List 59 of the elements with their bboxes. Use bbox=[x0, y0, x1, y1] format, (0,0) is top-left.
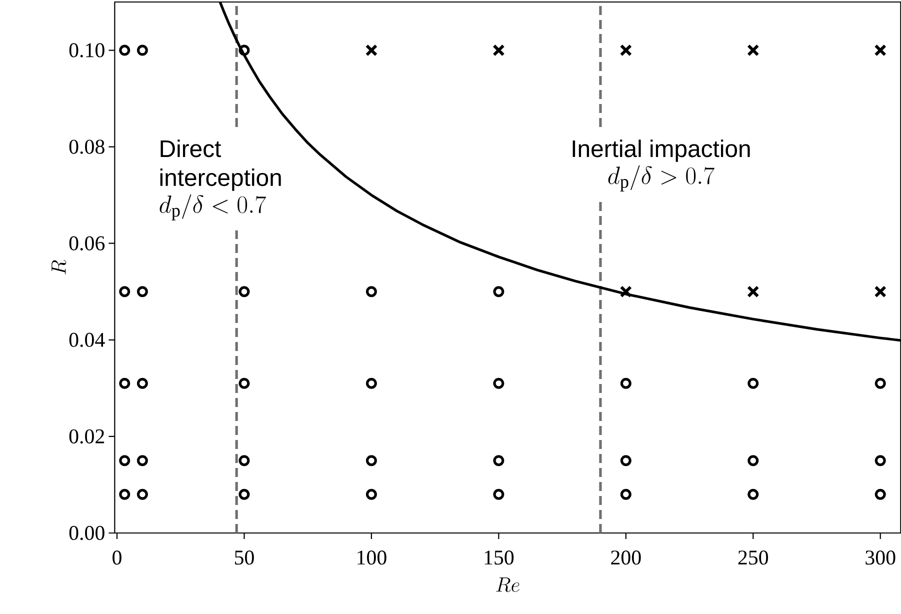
point bbox=[874, 44, 886, 56]
point bbox=[748, 455, 759, 466]
point bbox=[238, 378, 250, 389]
y-tick-label: 0.10 bbox=[69, 43, 104, 58]
point bbox=[493, 488, 504, 500]
point bbox=[119, 286, 130, 298]
point bbox=[493, 286, 504, 298]
point bbox=[238, 455, 250, 466]
point bbox=[874, 455, 886, 466]
y-tick-label: 0.08 bbox=[69, 140, 104, 154]
point bbox=[119, 488, 130, 500]
point bbox=[747, 44, 760, 56]
point bbox=[136, 44, 148, 56]
y-tick-label: 0.00 bbox=[69, 526, 104, 540]
point bbox=[366, 455, 377, 466]
y-tick-label: 0.02 bbox=[69, 429, 104, 444]
point bbox=[238, 286, 250, 298]
point bbox=[238, 488, 250, 500]
point bbox=[620, 378, 632, 389]
annotation: Inertial impaction bbox=[572, 140, 750, 162]
annotation: $d_{\mathrm{p}}/\delta < 0.7$ bbox=[160, 194, 266, 220]
annotation: $d_{\mathrm{p}}/\delta > 0.7$ bbox=[608, 165, 714, 192]
point bbox=[366, 286, 377, 298]
x-tick-label: 100 bbox=[358, 550, 386, 565]
point bbox=[366, 378, 377, 389]
point bbox=[620, 44, 632, 56]
x-tick-label: 300 bbox=[866, 550, 896, 565]
point bbox=[620, 488, 632, 500]
y-tick-label: 0.06 bbox=[69, 236, 105, 250]
point bbox=[493, 378, 504, 389]
point bbox=[136, 455, 148, 466]
annotation: Direct interception bbox=[160, 140, 281, 191]
point bbox=[748, 488, 759, 500]
point bbox=[238, 44, 250, 56]
point bbox=[874, 378, 886, 389]
point bbox=[874, 488, 886, 500]
point bbox=[366, 488, 377, 500]
point bbox=[747, 286, 760, 298]
point bbox=[493, 455, 504, 466]
x-axis-title: $Re$ bbox=[496, 577, 520, 592]
point bbox=[119, 455, 130, 466]
point bbox=[492, 44, 505, 56]
x-tick-label: 200 bbox=[611, 550, 641, 565]
point bbox=[748, 378, 759, 389]
point bbox=[136, 488, 148, 500]
point bbox=[119, 378, 130, 389]
point bbox=[620, 286, 632, 298]
x-tick-label: 0 bbox=[112, 550, 122, 565]
y-axis-title: $R$ bbox=[52, 260, 66, 274]
x-tick-label: 150 bbox=[484, 550, 514, 565]
point bbox=[620, 455, 632, 466]
y-tick-label: 0.04 bbox=[69, 332, 105, 348]
point bbox=[119, 44, 130, 56]
point bbox=[365, 44, 378, 56]
x-tick-label: 50 bbox=[234, 550, 254, 565]
point bbox=[136, 286, 148, 298]
point bbox=[136, 378, 148, 389]
x-tick-label: 250 bbox=[738, 550, 768, 565]
point bbox=[874, 286, 886, 298]
